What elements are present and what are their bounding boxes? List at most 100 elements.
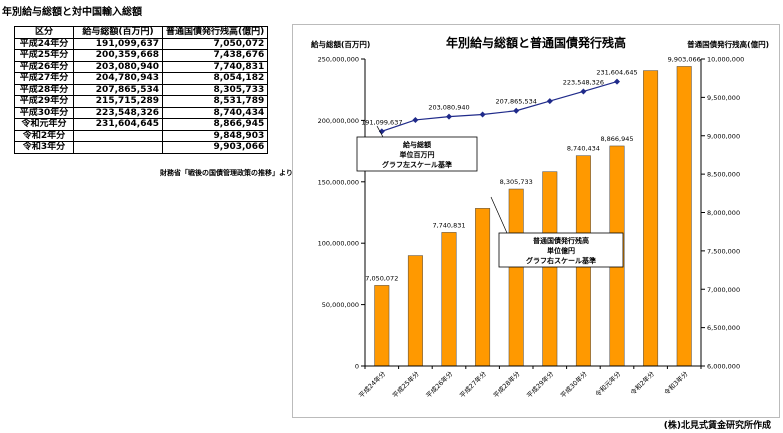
line-label: 231,604,645 (596, 69, 637, 77)
cell-year: 平成24年分 (14, 37, 74, 50)
table-row: 平成29年分 215,715,289 8,531,789 (14, 95, 269, 108)
cell-year: 平成28年分 (14, 83, 74, 96)
x-tick-label: 平成27年分 (457, 369, 488, 400)
cell-year: 平成30年分 (14, 106, 74, 119)
right-tick-label: 8,500,000 (707, 171, 740, 179)
line-point (378, 128, 385, 135)
cell-year: 平成25年分 (14, 49, 74, 62)
bar-label: 8,305,733 (500, 178, 533, 186)
left-tick-label: 100,000,000 (318, 240, 359, 248)
x-tick-label: 平成30年分 (558, 369, 589, 400)
cell-year: 令和2年分 (14, 129, 74, 142)
table-row: 令和3年分 9,903,066 (14, 141, 269, 154)
left-tick-label: 150,000,000 (318, 178, 359, 186)
table-row: 令和元年分 231,604,645 8,866,945 (14, 118, 269, 131)
bar-label: 9,903,066 (668, 55, 701, 63)
cell-salary: 204,780,943 (73, 72, 163, 85)
annotation-text: グラフ右スケール基準 (526, 256, 596, 265)
line-point (513, 107, 520, 114)
right-tick-label: 6,500,000 (707, 324, 740, 332)
x-tick-label: 令和3年分 (662, 369, 690, 397)
combo-chart: 年別給与総額と普通国債発行残高 給与総額(百万円) 普通国債発行残高(億円) 0 50,… (311, 35, 769, 400)
line-point (479, 111, 486, 118)
x-tick-label: 平成26年分 (424, 369, 455, 400)
bar (508, 188, 524, 367)
page-title: 年別給与総額と対中国輸入総額 (2, 7, 142, 18)
cell-salary (73, 129, 163, 142)
line-label: 207,865,534 (496, 98, 537, 106)
annotation-leader (376, 125, 384, 138)
x-tick-label: 平成28年分 (491, 369, 522, 400)
annotation-box (498, 232, 624, 268)
cell-salary: 231,604,645 (73, 118, 163, 131)
line-label: 203,080,940 (428, 104, 469, 112)
table-row: 平成25年分 200,359,668 7,438,676 (14, 49, 269, 62)
bar-label: 7,740,831 (432, 221, 465, 229)
cell-salary (73, 141, 163, 154)
bar (542, 171, 558, 367)
cell-year: 令和元年分 (14, 118, 74, 131)
line-label: 223,548,326 (563, 78, 604, 86)
line-label: 191,099,637 (361, 118, 402, 126)
table-body: 平成24年分 191,099,637 7,050,072 平成25年分 200,359,… (14, 37, 269, 154)
annotation-leader (490, 196, 508, 234)
bar (475, 208, 491, 367)
cell-bond: 9,848,903 (161, 129, 269, 142)
annotation-text: 単位百万円 (400, 150, 435, 159)
left-tick-label: 250,000,000 (318, 56, 359, 64)
header-salary: 給与総額(百万円) (73, 26, 163, 39)
cell-salary: 215,715,289 (73, 95, 163, 108)
bar (441, 232, 457, 367)
line-point (614, 78, 620, 85)
header-category: 区分 (14, 26, 74, 39)
right-tick-label: 7,500,000 (707, 247, 740, 255)
annotation-text: 普通国債発行残高 (533, 236, 589, 245)
cell-bond: 7,050,072 (161, 37, 269, 50)
bar-label: 8,740,434 (567, 145, 600, 153)
cell-bond: 7,438,676 (161, 49, 269, 62)
cell-bond: 8,740,434 (161, 106, 269, 119)
cell-bond: 8,305,733 (161, 83, 269, 96)
chart-frame: 年別給与総額と普通国債発行残高 給与総額(百万円) 普通国債発行残高(億円) 0 50,… (292, 24, 780, 418)
right-tick-label: 9,500,000 (707, 94, 740, 102)
right-axis-label: 普通国債発行残高(億円) (687, 39, 769, 49)
table-row: 平成24年分 191,099,637 7,050,072 (14, 37, 269, 50)
bar (407, 255, 423, 367)
bar-label: 7,050,072 (365, 274, 398, 282)
bar (643, 70, 659, 367)
cell-bond: 8,531,789 (161, 95, 269, 108)
cell-bond: 9,903,066 (161, 141, 269, 154)
table-row: 令和2年分 9,848,903 (14, 129, 269, 142)
left-tick-label: 200,000,000 (318, 117, 359, 125)
right-tick-label: 9,000,000 (707, 132, 740, 140)
bar-label: 8,866,945 (600, 135, 633, 143)
header-bond: 普通国債発行残高(億円) (161, 26, 269, 39)
chart-title: 年別給与総額と普通国債発行残高 (446, 35, 626, 50)
x-tick-label: 令和元年分 (593, 369, 623, 399)
line-point (446, 113, 452, 120)
right-tick-label: 7,000,000 (707, 286, 740, 294)
cell-year: 令和3年分 (14, 141, 74, 154)
annotation-text: グラフ左スケール基準 (382, 160, 452, 169)
source-note: 財務省「戦後の国債管理政策の推移」より (160, 169, 293, 177)
table-row: 平成28年分 207,865,534 8,305,733 (14, 83, 269, 96)
table-row: 平成27年分 204,780,943 8,054,182 (14, 72, 269, 85)
right-tick-label: 8,000,000 (707, 209, 740, 217)
right-tick-label: 6,000,000 (707, 363, 740, 371)
cell-salary: 191,099,637 (73, 37, 163, 50)
cell-bond: 8,054,182 (161, 72, 269, 85)
x-tick-label: 令和2年分 (628, 369, 656, 397)
bar (676, 66, 692, 367)
cell-salary: 223,548,326 (73, 106, 163, 119)
data-table: 区分 給与総額(百万円) 普通国債発行残高(億円) 平成24年分 191,099,… (14, 26, 269, 154)
table-row: 平成26年分 203,080,940 7,740,831 (14, 60, 269, 73)
table-header-row: 区分 給与総額(百万円) 普通国債発行残高(億円) (14, 26, 269, 39)
line-point (546, 98, 553, 105)
cell-bond: 7,740,831 (161, 60, 269, 73)
cell-salary: 200,359,668 (73, 49, 163, 62)
annotation-text: 単位億円 (547, 246, 575, 255)
annotation-text: 給与総額 (403, 140, 431, 149)
annotation-box (356, 136, 478, 172)
line-point (580, 88, 587, 95)
left-tick-label: 0 (355, 363, 359, 371)
